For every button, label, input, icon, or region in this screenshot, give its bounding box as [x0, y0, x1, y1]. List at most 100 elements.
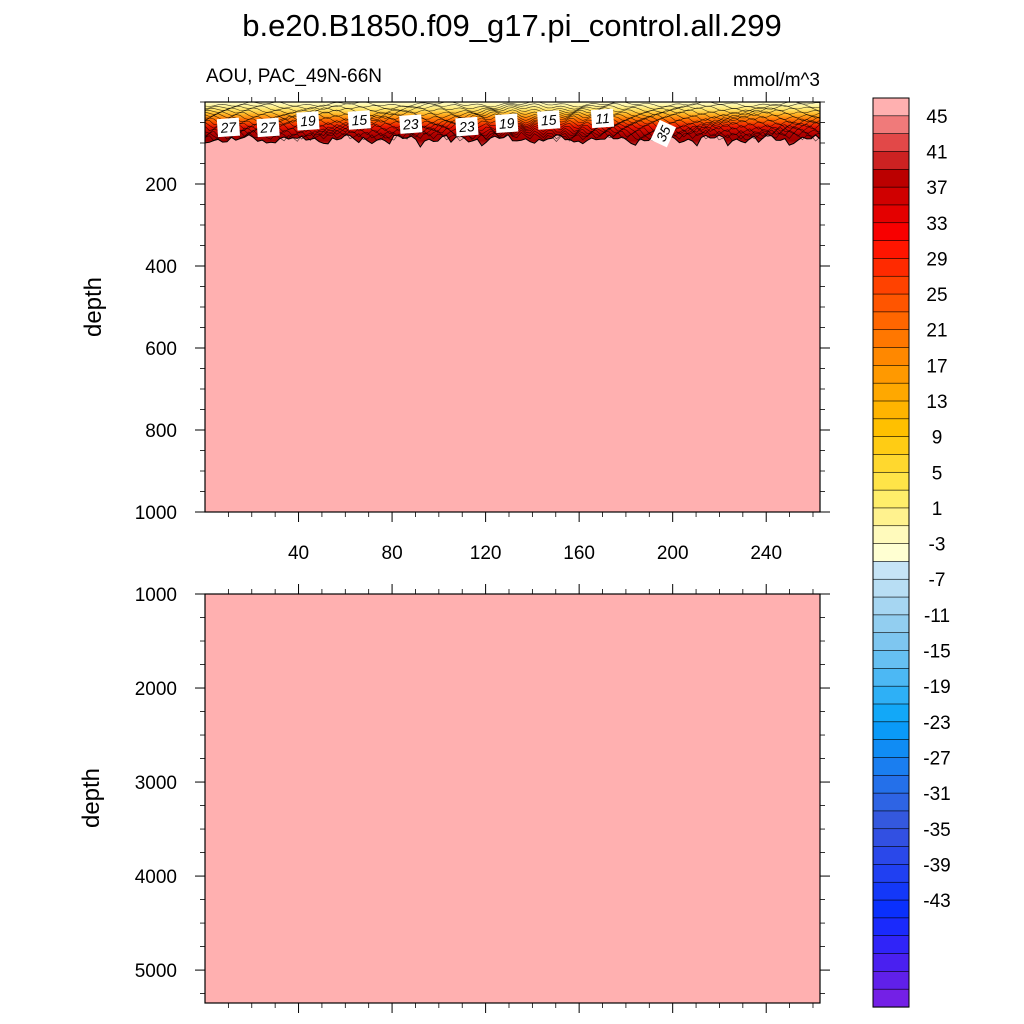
colorbar-box	[872, 133, 910, 153]
contour-label-text: 23	[401, 116, 419, 133]
colorbar-box	[872, 578, 910, 598]
contour-label: 35	[650, 119, 677, 148]
contour-label: 15	[537, 110, 561, 130]
colorbar-box	[872, 561, 910, 580]
colorbar-label: -15	[923, 642, 950, 663]
colorbar-label: 5	[932, 463, 943, 484]
x-tick-label: 80	[382, 543, 403, 564]
colorbar-label: -7	[929, 570, 946, 591]
colorbar-box	[872, 151, 910, 170]
colorbar-box	[872, 418, 910, 438]
colorbar-box	[872, 543, 910, 563]
colorbar-box	[872, 454, 910, 473]
contour-label-text: 35	[653, 123, 674, 144]
colorbar-label: 21	[926, 321, 947, 342]
colorbar-box	[872, 739, 910, 759]
colorbar-box	[872, 917, 910, 937]
contour-label-text: 15	[351, 111, 368, 128]
contour-label-text: 11	[595, 110, 611, 127]
colorbar-box	[872, 382, 910, 402]
colorbar-box	[872, 400, 910, 420]
colorbar-box	[872, 774, 910, 794]
colorbar-label: -27	[923, 749, 950, 770]
y-tick-label: 200	[145, 175, 177, 196]
contour-label: 23	[399, 114, 423, 134]
y-tick-label: 3000	[135, 773, 177, 794]
colorbar-box	[872, 525, 910, 545]
colorbar-box	[872, 471, 910, 491]
colorbar-label: 41	[926, 143, 947, 164]
contour-label-box	[216, 117, 241, 138]
colorbar-box	[872, 881, 910, 901]
contour-line	[205, 131, 820, 142]
lower-panel: 1000 2000 3000 4000 5000 depth	[78, 584, 830, 1013]
lower-plot-area	[205, 594, 820, 1003]
upper-y-axis-label: depth	[80, 277, 107, 337]
x-tick-label: 40	[288, 543, 309, 564]
colorbar-label: -39	[923, 855, 950, 876]
colorbar-box	[872, 650, 910, 669]
colorbar-box	[872, 168, 910, 188]
colorbar-box	[872, 846, 910, 866]
contour-label-box	[296, 111, 320, 131]
colorbar-box	[872, 685, 910, 705]
colorbar: 45 41 37 33 29 25 21 17 13 9 5 1 -3 -7 -11 -15 -19 -23 -27…	[872, 97, 951, 1008]
colorbar-box	[872, 258, 910, 277]
contour-labels: 27 27 19 15 23 23 19 15 11 35	[216, 108, 677, 148]
lower-plot-frame	[204, 593, 821, 1004]
colorbar-label: 25	[926, 285, 947, 306]
y-tick-label: 1000	[135, 503, 177, 524]
x-tick-label: 240	[750, 543, 782, 564]
colorbar-label: -23	[923, 713, 950, 734]
units-label: mmol/m^3	[733, 70, 820, 91]
colorbar-box	[872, 222, 910, 242]
colorbar-frame	[872, 97, 910, 1008]
colorbar-box	[872, 899, 910, 919]
contour-line	[205, 129, 820, 140]
contour-label-box	[537, 110, 561, 130]
contour-label-box	[650, 119, 677, 148]
colorbar-box	[872, 792, 910, 812]
contour-label-box	[347, 110, 371, 130]
colorbar-box	[872, 596, 910, 616]
lower-y-axis-label: depth	[78, 768, 105, 828]
colorbar-label: 1	[932, 499, 943, 520]
colorbar-box	[872, 668, 910, 687]
contour-label-box	[256, 117, 280, 138]
colorbar-box	[872, 365, 910, 384]
contour-label-box	[495, 113, 519, 134]
contour-label-text: 15	[540, 111, 557, 128]
colorbar-box	[872, 507, 910, 527]
colorbar-box	[872, 971, 910, 990]
colorbar-label: 9	[932, 428, 943, 449]
colorbar-label: -11	[924, 606, 950, 627]
colorbar-box	[872, 329, 910, 349]
y-tick-label: 2000	[135, 679, 177, 700]
colorbar-box	[872, 988, 910, 1008]
colorbar-box	[872, 293, 910, 313]
contour-label-text: 27	[219, 119, 238, 136]
contour-label-text: 23	[458, 118, 476, 135]
colorbar-label: 33	[926, 214, 947, 235]
colorbar-box	[872, 757, 910, 776]
contour-label: 15	[347, 110, 371, 130]
contour-label-text: 19	[498, 115, 515, 132]
colorbar-box	[872, 864, 910, 883]
contour-label-box	[590, 108, 615, 129]
colorbar-label: -3	[929, 535, 946, 556]
colorbar-box	[872, 115, 910, 135]
colorbar-label: -19	[923, 677, 950, 698]
y-tick-label: 1000	[135, 585, 177, 606]
colorbar-box	[872, 275, 910, 295]
colorbar-label: 37	[926, 178, 947, 199]
chart-title: b.e20.B1850.f09_g17.pi_control.all.299	[242, 8, 782, 43]
colorbar-box	[872, 935, 910, 955]
contour-line	[205, 102, 820, 108]
contour-label: 11	[590, 108, 615, 129]
colorbar-label: 29	[926, 249, 947, 270]
lower-axis-ticks: 1000 2000 3000 4000 5000	[135, 584, 830, 1013]
upper-panel: 27 27 19 15 23 23 19 15 11 35 200 400 600 800 1000 40 8…	[80, 92, 830, 564]
colorbar-label: 17	[926, 356, 947, 377]
colorbar-box	[872, 828, 910, 848]
